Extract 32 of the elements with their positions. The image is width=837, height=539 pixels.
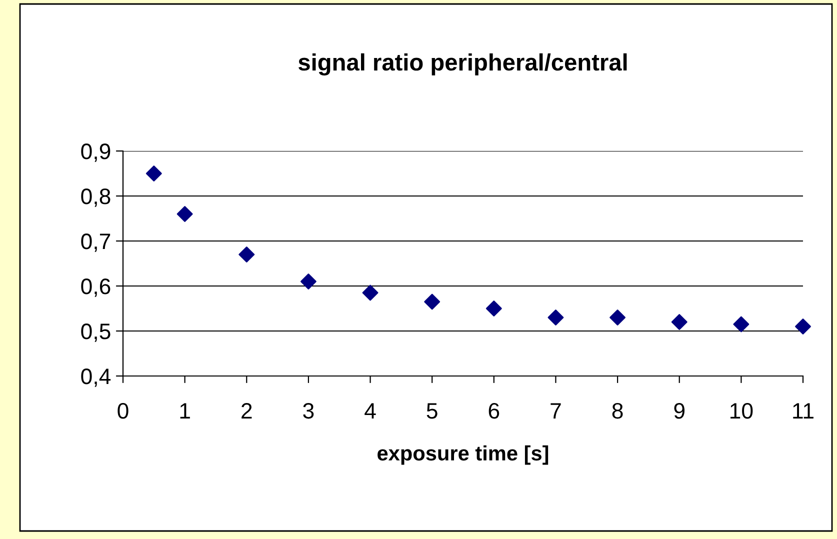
point xyxy=(238,246,255,262)
chart-title: signal ratio peripheral/central xyxy=(298,53,627,76)
x-tick-label: 6 xyxy=(488,402,500,419)
x-tick-label: 9 xyxy=(674,402,684,419)
x-tick-label: 5 xyxy=(426,403,438,419)
x-tick-label: 3 xyxy=(303,402,314,419)
point xyxy=(548,310,564,326)
point xyxy=(671,314,688,330)
x-tick-label: 7 xyxy=(550,403,561,418)
point xyxy=(610,310,626,326)
point xyxy=(733,316,750,332)
y-tick-label: 0,7 xyxy=(81,234,110,252)
point xyxy=(795,318,811,334)
y-tick-label: 0,4 xyxy=(81,368,111,387)
x-tick-label: 10 xyxy=(730,402,753,419)
point xyxy=(300,274,316,290)
x-tick-label: 2 xyxy=(242,402,252,418)
y-tick-label: 0,8 xyxy=(81,188,110,207)
point xyxy=(424,294,440,310)
x-tick-label: 4 xyxy=(364,403,376,418)
y-tick-label: 0,5 xyxy=(81,324,110,342)
y-tick-label: 0,9 xyxy=(81,144,110,162)
x-tick-label: 11 xyxy=(793,403,814,418)
y-tick-label: 0,6 xyxy=(81,278,110,297)
point xyxy=(146,166,162,182)
x-tick-label: 0 xyxy=(118,402,128,419)
x-tick-label: 1 xyxy=(180,403,190,418)
x-axis-title: exposure time [s] xyxy=(378,445,548,465)
point xyxy=(486,300,502,316)
point xyxy=(176,206,193,222)
point xyxy=(362,284,378,301)
x-tick-label: 8 xyxy=(612,402,623,419)
